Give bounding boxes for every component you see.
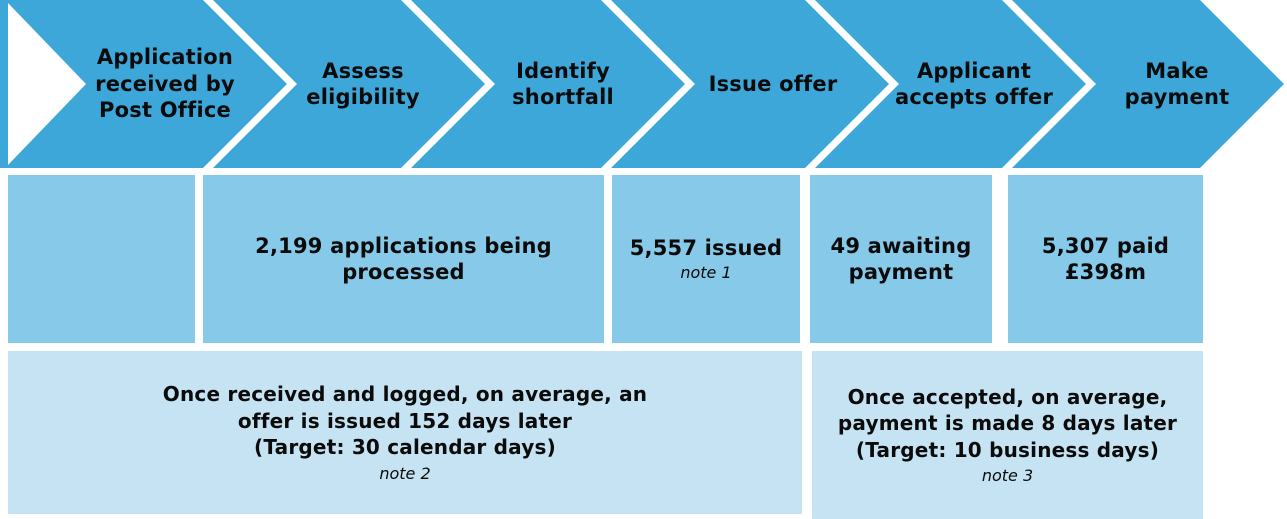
note-box-payment-timing: Once accepted, on average, payment is ma… — [812, 351, 1203, 519]
stage-label-line: Identify — [516, 58, 610, 83]
chevron-shape-2 — [213, 0, 485, 168]
chevron-shape-4 — [611, 0, 889, 168]
stage-label-assess-eligibility: Assess eligibility — [248, 0, 478, 168]
stat-text-line: 5,307 paid — [1041, 233, 1170, 258]
stat-text-line: processed — [342, 260, 465, 284]
chevron-shape-3 — [411, 0, 685, 168]
stage-label-identify-shortfall: Identify shortfall — [448, 0, 678, 168]
note-text-line: Once accepted, on average, — [847, 384, 1168, 409]
stat-box-awaiting-payment: 49 awaiting payment — [810, 175, 992, 343]
stage-label-line: Assess — [322, 58, 404, 83]
stat-box-paid: 5,307 paid £398m — [1008, 175, 1203, 343]
stage-label-line: payment — [1124, 85, 1230, 109]
note-text-line: payment is made 8 days later — [837, 411, 1178, 436]
footnote-ref-2: note 2 — [379, 463, 431, 483]
stage-label-line: Post Office — [99, 98, 231, 123]
note-text-line: offer is issued 152 days later — [237, 408, 573, 433]
note-text-line: (Target: 10 business days) — [855, 437, 1160, 462]
stat-box-offers-issued: 5,557 issued note 1 — [612, 175, 800, 343]
stat-text-line: 2,199 applications being — [255, 233, 552, 258]
note-box-offer-timing: Once received and logged, on average, an… — [8, 351, 802, 514]
chevron-shape-1 — [0, 0, 287, 168]
chevron-band — [0, 0, 1284, 168]
stat-text-line: payment — [848, 260, 954, 284]
stage-label-line: shortfall — [512, 85, 614, 109]
stage-label-make-payment: Make payment — [1062, 0, 1287, 168]
chevron-shape-6 — [1012, 0, 1284, 168]
stage-label-line: Make — [1145, 58, 1209, 83]
stage-label-line: Application — [96, 45, 234, 70]
stat-text-line: £398m — [1064, 260, 1147, 284]
stage-label-issue-offer: Issue offer — [658, 0, 888, 168]
stat-box-applications-processing: 2,199 applications being processed — [203, 175, 604, 343]
chevron-start-notch — [8, 3, 86, 165]
stage-label-application-received: Application received by Post Office — [50, 0, 280, 168]
stage-label-line: eligibility — [306, 85, 420, 109]
stage-label-line: accepts offer — [894, 85, 1054, 109]
stat-text-line: 5,557 issued — [629, 235, 783, 260]
footnote-ref-3: note 3 — [981, 466, 1034, 486]
stage-label-line: Applicant — [916, 58, 1032, 83]
stage-label-line: Issue offer — [708, 71, 838, 96]
stat-text-line: 49 awaiting — [830, 233, 972, 258]
note-text-line: (Target: 30 calendar days) — [254, 435, 556, 460]
stage-label-applicant-accepts-offer: Applicant accepts offer — [859, 0, 1089, 168]
stat-box-application-received-empty — [8, 175, 195, 343]
chevron-shape-5 — [815, 0, 1086, 168]
note-text-line: Once received and logged, on average, an — [162, 382, 648, 407]
stage-label-line: received by — [95, 71, 235, 96]
footnote-ref-1: note 1 — [680, 263, 732, 283]
